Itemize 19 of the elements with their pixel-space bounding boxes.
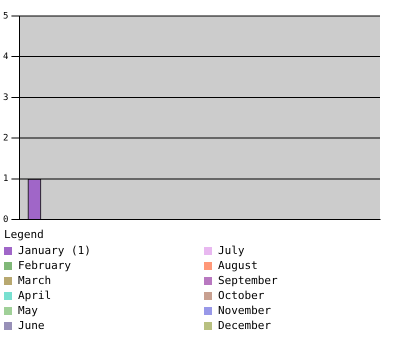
- legend-label: March: [18, 274, 52, 287]
- y-tick-label: 5: [2, 11, 8, 22]
- y-tick-label: 2: [2, 134, 8, 144]
- legend-label: April: [18, 289, 52, 302]
- legend-label: October: [218, 289, 264, 302]
- legend-label: August: [218, 259, 258, 272]
- legend-label: November: [218, 304, 271, 317]
- y-tick-label: 3: [2, 92, 8, 103]
- y-tick-label: 4: [2, 52, 8, 62]
- y-tick-label: 0: [2, 214, 8, 225]
- legend-label: January (1): [18, 244, 91, 257]
- legend-label: July: [218, 244, 244, 257]
- legend-title: Legend: [4, 228, 45, 241]
- legend-label: May: [18, 304, 38, 317]
- legend-label: September: [218, 274, 278, 287]
- legend-label: June: [18, 319, 44, 332]
- legend-label: December: [218, 319, 271, 332]
- legend-label: February: [18, 259, 71, 272]
- y-tick-label: 1: [2, 174, 8, 184]
